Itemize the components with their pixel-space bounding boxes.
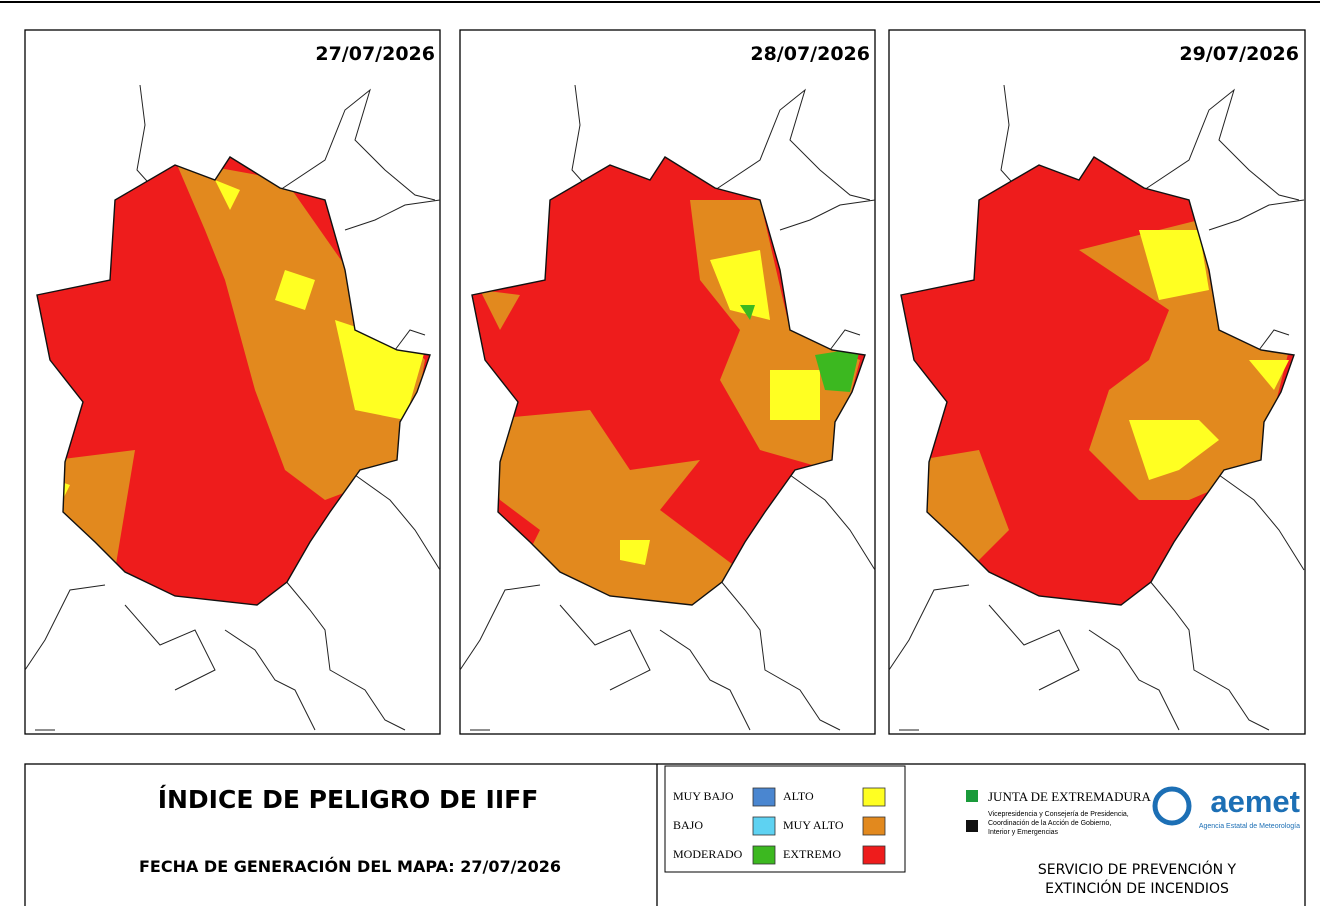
map-panel: 27/07/2026 — [24, 29, 441, 735]
aemet-icon — [1152, 786, 1192, 826]
legend: MUY BAJO BAJO MODERADO ALTO MUY ALTO EXTREMO — [673, 787, 886, 865]
map-date: 27/07/2026 — [315, 43, 435, 65]
legend-swatch — [862, 816, 886, 836]
service-name: EXTINCIÓN DE INCENDIOS — [1045, 879, 1229, 897]
legend-label: BAJO — [673, 818, 703, 832]
legend-swatch — [752, 845, 776, 865]
legend-swatch — [862, 845, 886, 865]
junta-sub: Vicepresidencia y Consejería de Presiden… — [988, 811, 1129, 818]
legend-swatch — [752, 787, 776, 807]
aemet-sub: Agencia Estatal de Meteorología — [1199, 823, 1300, 830]
legend-swatch — [862, 787, 886, 807]
map-panel: 28/07/2026 — [459, 29, 876, 735]
legend-label: EXTREMO — [783, 847, 841, 861]
map-date: 28/07/2026 — [750, 43, 870, 65]
legend-label: MUY ALTO — [783, 818, 844, 832]
legend-label: MUY BAJO — [673, 789, 734, 803]
junta-sub: Interior y Emergencias — [988, 829, 1059, 836]
junta-name: JUNTA DE EXTREMADURA — [988, 789, 1152, 804]
map-date: 29/07/2026 — [1179, 43, 1299, 65]
service-name: SERVICIO DE PREVENCIÓN Y — [1038, 860, 1237, 878]
legend-label: ALTO — [783, 789, 814, 803]
aemet-logo: aemet — [1210, 784, 1300, 819]
map-panel: 29/07/2026 — [888, 29, 1306, 735]
footer-title: ÍNDICE DE PELIGRO DE IIFF — [158, 785, 539, 814]
legend-label: MODERADO — [673, 847, 743, 861]
generation-date: FECHA DE GENERACIÓN DEL MAPA: 27/07/2026 — [139, 857, 561, 876]
legend-swatch — [752, 816, 776, 836]
junta-mark — [966, 820, 978, 832]
junta-mark — [966, 790, 978, 802]
junta-sub: Coordinación de la Acción de Gobierno, — [988, 820, 1111, 827]
